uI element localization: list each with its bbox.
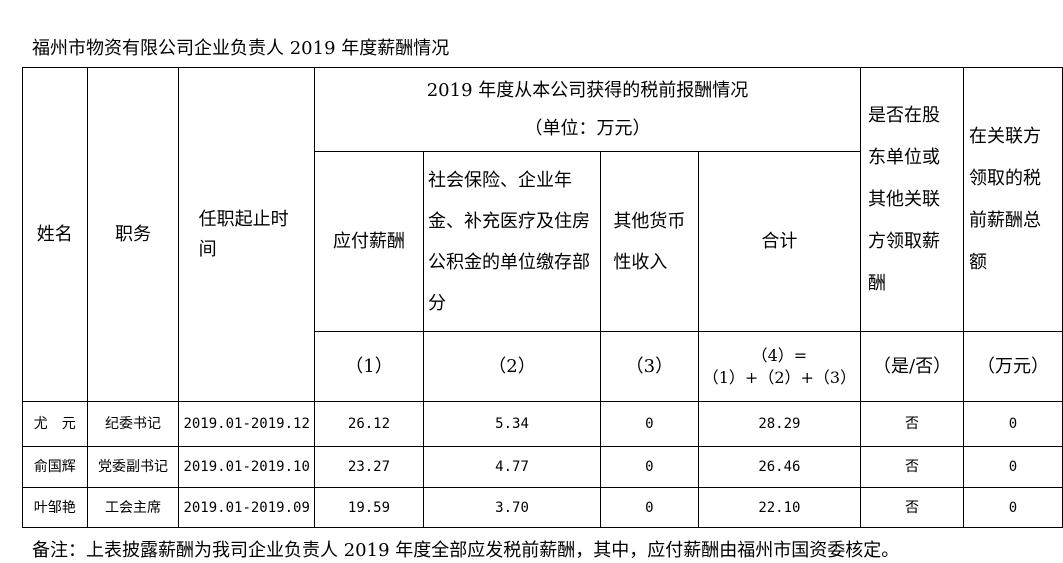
cell-name: 尤 元 xyxy=(22,401,88,447)
header-total: 合计 xyxy=(697,151,862,332)
header-c3: （3） xyxy=(600,331,699,402)
header-social-text: 社会保险、企业年金、补充医疗及住房公积金的单位缴存部分 xyxy=(428,169,591,314)
table-row: 尤 元 纪委书记 2019.01-2019.12 26.12 5.34 0 28… xyxy=(22,401,1063,447)
cell-related-amount: 0 xyxy=(962,487,1063,528)
cell-tenure: 2019.01-2019.10 xyxy=(178,446,315,488)
header-group-line1: 2019 年度从本公司获得的税前报酬情况 xyxy=(426,79,749,101)
cell-other: 0 xyxy=(600,446,699,488)
cell-position: 纪委书记 xyxy=(86,401,180,447)
header-related-text: 是否在股东单位或其他关联方领取薪酬 xyxy=(868,104,941,294)
cell-total: 26.46 xyxy=(697,446,862,488)
cell-payable: 23.27 xyxy=(313,446,425,488)
cell-position: 工会主席 xyxy=(86,487,180,528)
cell-tenure: 2019.01-2019.09 xyxy=(178,487,315,528)
header-group-line2: （单位：万元） xyxy=(524,117,651,139)
header-c4: （4）=（1）+（2）+（3） xyxy=(697,331,862,402)
cell-other: 0 xyxy=(600,401,699,447)
header-other: 其他货币性收入 xyxy=(600,151,699,332)
header-c2: （2） xyxy=(423,331,602,402)
cell-position: 党委副书记 xyxy=(86,446,180,488)
cell-other: 0 xyxy=(600,487,699,528)
header-group: 2019 年度从本公司获得的税前报酬情况 （单位：万元） xyxy=(313,67,862,152)
header-social: 社会保险、企业年金、补充医疗及住房公积金的单位缴存部分 xyxy=(423,151,602,332)
cell-related-amount: 0 xyxy=(962,401,1063,447)
cell-total: 22.10 xyxy=(697,487,862,528)
salary-table: 姓名 职务 任职起止时间 2019 年度从本公司获得的税前报酬情况 （单位：万元）… xyxy=(22,67,1063,528)
header-position: 职务 xyxy=(86,67,180,402)
cell-total: 28.29 xyxy=(697,401,862,447)
header-payable: 应付薪酬 xyxy=(313,151,425,332)
header-c1: （1） xyxy=(313,331,425,402)
cell-payable: 26.12 xyxy=(313,401,425,447)
header-related: 是否在股东单位或其他关联方领取薪酬 xyxy=(860,67,964,332)
table-row: 叶邹艳 工会主席 2019.01-2019.09 19.59 3.70 0 22… xyxy=(22,487,1063,528)
cell-social: 4.77 xyxy=(423,446,602,488)
header-related-amount-text: 在关联方领取的税前薪酬总额 xyxy=(968,125,1041,273)
cell-related: 否 xyxy=(860,487,964,528)
cell-social: 3.70 xyxy=(423,487,602,528)
cell-name: 叶邹艳 xyxy=(22,487,88,528)
page-title: 福州市物资有限公司企业负责人 2019 年度薪酬情况 xyxy=(32,38,450,59)
header-tenure: 任职起止时间 xyxy=(178,67,315,402)
header-c6: （万元） xyxy=(962,331,1063,402)
header-other-text: 其他货币性收入 xyxy=(613,210,686,273)
header-related-amount: 在关联方领取的税前薪酬总额 xyxy=(962,67,1063,332)
table-row: 俞国辉 党委副书记 2019.01-2019.10 23.27 4.77 0 2… xyxy=(22,446,1063,488)
cell-related: 否 xyxy=(860,401,964,447)
cell-social: 5.34 xyxy=(423,401,602,447)
cell-payable: 19.59 xyxy=(313,487,425,528)
cell-related-amount: 0 xyxy=(962,446,1063,488)
cell-tenure: 2019.01-2019.12 xyxy=(178,401,315,447)
cell-related: 否 xyxy=(860,446,964,488)
header-c5: （是/否） xyxy=(860,331,964,402)
header-name: 姓名 xyxy=(22,67,88,402)
header-tenure-text: 任职起止时间 xyxy=(198,208,289,260)
footnote: 备注：上表披露薪酬为我司企业负责人 2019 年度全部应发税前薪酬，其中，应付薪… xyxy=(32,540,900,561)
cell-name: 俞国辉 xyxy=(22,446,88,488)
